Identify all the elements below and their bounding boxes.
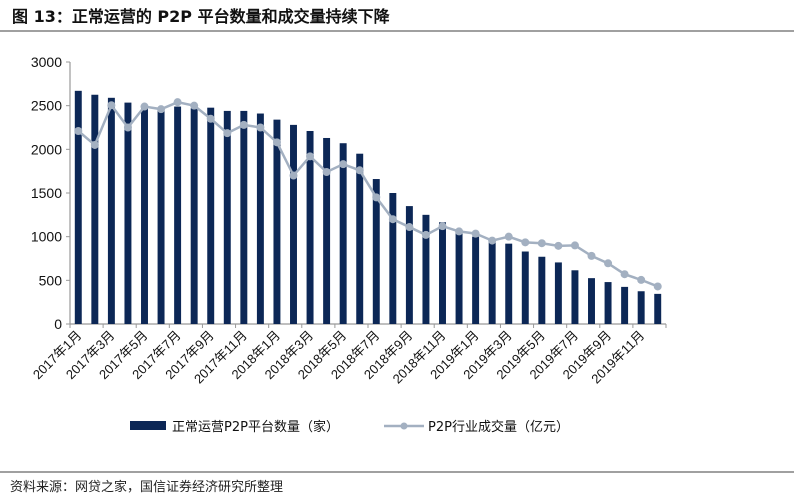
line-point xyxy=(587,251,596,260)
series-line xyxy=(77,100,659,288)
line-point xyxy=(157,105,166,114)
line-point xyxy=(504,232,513,241)
bar xyxy=(654,293,662,324)
bar xyxy=(256,113,264,324)
line-point xyxy=(74,126,83,135)
legend-bar-label: 正常运营P2P平台数量（家） xyxy=(172,420,339,435)
line-point xyxy=(355,166,364,175)
bar xyxy=(306,130,314,324)
bar xyxy=(240,110,248,324)
chart: 0500100015002000250030002017年1月2017年3月20… xyxy=(30,54,667,387)
y-tick-label: 3000 xyxy=(31,54,62,70)
bar xyxy=(356,153,364,324)
line-point xyxy=(537,239,546,248)
line-point xyxy=(223,129,232,138)
line-point xyxy=(604,259,613,268)
bar xyxy=(588,278,595,324)
legend-line-label: P2P行业成交量（亿元） xyxy=(428,420,569,435)
line-point xyxy=(488,236,497,245)
source-divider xyxy=(0,471,794,473)
line-point xyxy=(239,120,248,129)
y-tick-label: 2500 xyxy=(31,98,62,114)
line-point xyxy=(455,227,464,236)
bar xyxy=(141,108,148,324)
line-point xyxy=(653,282,662,291)
bar xyxy=(107,97,115,324)
line-point xyxy=(521,238,530,247)
line-point xyxy=(438,222,447,231)
line-point xyxy=(306,152,315,161)
bar xyxy=(488,242,496,324)
line-point xyxy=(256,123,265,132)
bar xyxy=(554,262,562,324)
legend-line-swatch xyxy=(384,422,424,429)
line-point xyxy=(570,241,579,250)
bar xyxy=(124,102,132,324)
line-point xyxy=(123,123,132,132)
bar xyxy=(405,206,413,324)
y-tick-label: 0 xyxy=(54,316,62,332)
bar xyxy=(223,110,231,324)
bar xyxy=(190,108,198,324)
bar xyxy=(621,286,629,324)
line-point xyxy=(322,168,331,177)
bar xyxy=(472,236,480,324)
line-point xyxy=(90,140,99,149)
line-point xyxy=(372,193,381,202)
bar xyxy=(422,214,430,324)
line-point xyxy=(190,101,199,110)
bar xyxy=(174,106,182,324)
line-point xyxy=(107,101,116,110)
bar xyxy=(323,137,331,324)
line-point xyxy=(471,229,480,238)
legend-bar-swatch xyxy=(130,421,166,430)
line-point xyxy=(173,98,182,107)
bar xyxy=(571,270,579,324)
legend-item-line: P2P行业成交量（亿元） xyxy=(384,416,569,435)
line-point xyxy=(554,241,563,250)
line-point xyxy=(289,171,298,180)
line-point xyxy=(140,102,149,111)
legend-item-bar: 正常运营P2P平台数量（家） xyxy=(130,416,339,435)
bar xyxy=(91,94,99,324)
bar xyxy=(273,119,281,324)
bar xyxy=(439,222,446,324)
line-point xyxy=(272,138,281,147)
bar xyxy=(505,243,513,324)
y-tick-label: 2000 xyxy=(31,141,62,157)
line-point xyxy=(405,223,414,232)
figure-title: 图 13：正常运营的 P2P 平台数量和成交量持续下降 xyxy=(12,7,390,26)
bar xyxy=(207,107,215,325)
bar xyxy=(521,251,529,324)
title-divider xyxy=(0,30,794,32)
line-point xyxy=(620,270,629,279)
line-point xyxy=(421,230,430,239)
bar xyxy=(74,90,82,324)
bar xyxy=(637,291,645,324)
bar xyxy=(538,256,546,324)
bar xyxy=(455,233,463,324)
bar xyxy=(389,193,397,324)
bar xyxy=(290,124,297,324)
line-point xyxy=(388,215,397,224)
bar xyxy=(372,179,380,324)
line-point xyxy=(637,275,646,284)
bar xyxy=(604,282,612,324)
bar xyxy=(157,110,165,325)
line-point xyxy=(339,160,348,169)
line-point xyxy=(206,114,215,123)
y-tick-label: 500 xyxy=(39,272,63,288)
bar xyxy=(339,143,347,324)
source-note: 资料来源：网贷之家，国信证券经济研究所整理 xyxy=(10,480,284,495)
y-tick-label: 1500 xyxy=(31,185,62,201)
y-tick-label: 1000 xyxy=(31,229,62,245)
